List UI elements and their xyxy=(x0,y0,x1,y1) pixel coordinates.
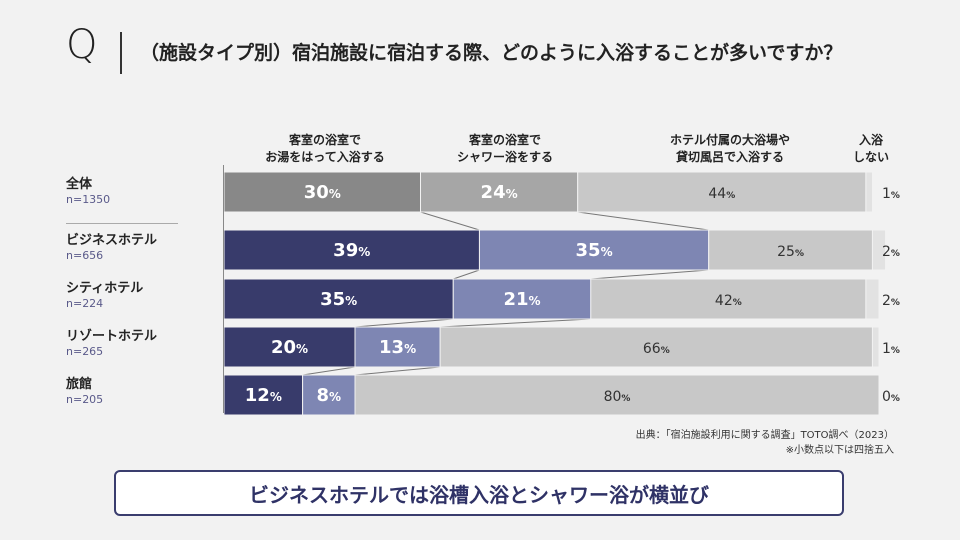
bar-business-hotel-series-3 xyxy=(708,229,873,271)
connector-line-2-city-hotel xyxy=(440,318,591,328)
series-2-header-line-2: シャワー浴をする xyxy=(456,150,553,164)
series-2-header: 客室の浴室で シャワー浴をする xyxy=(430,132,580,166)
series-4-header-line-1: 入浴 xyxy=(858,133,883,147)
bar-ryokan-series-2 xyxy=(302,374,356,416)
row-label-ryokan: 旅館 n=205 xyxy=(66,377,186,407)
connector-line-1-resort-hotel xyxy=(302,366,356,376)
series-1-header: 客室の浴室で お湯をはって入浴する xyxy=(240,132,410,166)
bar-city-hotel-series-4 xyxy=(865,278,880,320)
conclusion-text: ビジネスホテルでは浴槽入浴とシャワー浴が横並び xyxy=(249,482,709,507)
source-citation: 出典：「宿泊施設利用に関する調査」TOTO調べ（2023） xyxy=(635,430,894,441)
data-label-total-series-4: 1% xyxy=(882,186,900,202)
sample-size: n=224 xyxy=(66,297,104,310)
source-note: 出典：「宿泊施設利用に関する調査」TOTO調べ（2023） ※小数点以下は四捨五… xyxy=(636,428,894,458)
bar-business-hotel-series-1 xyxy=(223,229,480,271)
data-label-city-hotel-series-1: 35% xyxy=(320,289,357,310)
row-label-total: 全体 n=1350 xyxy=(66,177,186,207)
category-axis-line xyxy=(223,165,224,413)
category-name: リゾートホテル xyxy=(66,329,158,344)
category-name: 全体 xyxy=(66,177,93,192)
series-1-header-line-1: 客室の浴室で xyxy=(288,133,361,147)
question-mark: Q xyxy=(66,22,98,68)
series-3-header-line-1: ホテル付属の大浴場や xyxy=(669,133,790,147)
sample-size: n=205 xyxy=(66,393,104,406)
row-label-business-hotel: ビジネスホテル n=656 xyxy=(66,233,186,263)
data-label-ryokan-series-3: 80% xyxy=(604,389,631,405)
data-label-resort-hotel-series-3: 66% xyxy=(643,341,670,357)
sample-size: n=265 xyxy=(66,345,104,358)
bar-resort-hotel-series-4 xyxy=(871,326,880,368)
bar-total-series-3 xyxy=(577,171,867,213)
rounding-note: ※小数点以下は四捨五入 xyxy=(785,445,894,456)
data-label-ryokan-series-1: 12% xyxy=(245,385,282,406)
data-label-business-hotel-series-2: 35% xyxy=(576,240,613,261)
series-3-header: ホテル付属の大浴場や 貸切風呂で入浴する xyxy=(640,132,820,166)
series-2-header-line-1: 客室の浴室で xyxy=(468,133,541,147)
data-label-ryokan-series-2: 8% xyxy=(317,385,342,406)
data-label-total-series-3: 44% xyxy=(708,186,735,202)
bar-resort-hotel-series-3 xyxy=(439,326,873,368)
series-3-header-line-2: 貸切風呂で入浴する xyxy=(675,150,784,164)
data-label-ryokan-series-4: 0% xyxy=(882,389,900,405)
bar-business-hotel-series-4 xyxy=(871,229,887,271)
data-label-resort-hotel-series-1: 20% xyxy=(271,337,308,358)
connector-line-1-business-hotel xyxy=(453,269,480,280)
sample-size: n=1350 xyxy=(66,193,111,206)
data-label-total-series-1: 30% xyxy=(304,182,341,203)
data-label-resort-hotel-series-2: 13% xyxy=(379,337,416,358)
connector-line-1-city-hotel xyxy=(354,318,454,328)
bar-resort-hotel-series-1 xyxy=(223,326,356,368)
data-label-total-series-2: 24% xyxy=(481,182,518,203)
row-label-resort-hotel: リゾートホテル n=265 xyxy=(66,329,186,359)
connector-line-2-business-hotel xyxy=(590,269,709,280)
data-label-business-hotel-series-3: 25% xyxy=(777,244,804,260)
series-4-header-line-2: しない xyxy=(852,150,889,164)
series-1-header-line-2: お湯をはって入浴する xyxy=(265,150,385,164)
question-title: （施設タイプ別）宿泊施設に宿泊する際、どのように入浴することが多いですか？ xyxy=(140,42,843,64)
row-label-city-hotel: シティホテル n=224 xyxy=(66,281,186,311)
bar-ryokan-series-1 xyxy=(223,374,304,416)
connector-line-1-total xyxy=(420,211,480,231)
data-label-city-hotel-series-3: 42% xyxy=(715,293,742,309)
connector-line-2-resort-hotel xyxy=(354,366,441,376)
bar-city-hotel-series-1 xyxy=(223,278,454,320)
data-label-resort-hotel-series-4: 1% xyxy=(882,341,900,357)
connector-line-2-total xyxy=(577,211,709,231)
row-separator xyxy=(66,223,178,224)
category-name: シティホテル xyxy=(66,281,144,296)
data-label-business-hotel-series-1: 39% xyxy=(333,240,370,261)
bar-city-hotel-series-2 xyxy=(452,278,592,320)
category-name: 旅館 xyxy=(66,377,93,392)
sample-size: n=656 xyxy=(66,249,104,262)
data-label-business-hotel-series-4: 2% xyxy=(882,244,900,260)
conclusion-box: ビジネスホテルでは浴槽入浴とシャワー浴が横並び xyxy=(114,470,844,516)
bar-ryokan-series-3 xyxy=(354,374,880,416)
bar-total-series-4 xyxy=(865,171,873,213)
bar-resort-hotel-series-2 xyxy=(354,326,441,368)
data-label-city-hotel-series-2: 21% xyxy=(503,289,540,310)
title-divider xyxy=(120,32,122,74)
bar-total-series-2 xyxy=(420,171,579,213)
category-name: ビジネスホテル xyxy=(66,233,158,248)
data-label-city-hotel-series-4: 2% xyxy=(882,293,900,309)
series-4-header: 入浴 しない xyxy=(846,132,896,166)
